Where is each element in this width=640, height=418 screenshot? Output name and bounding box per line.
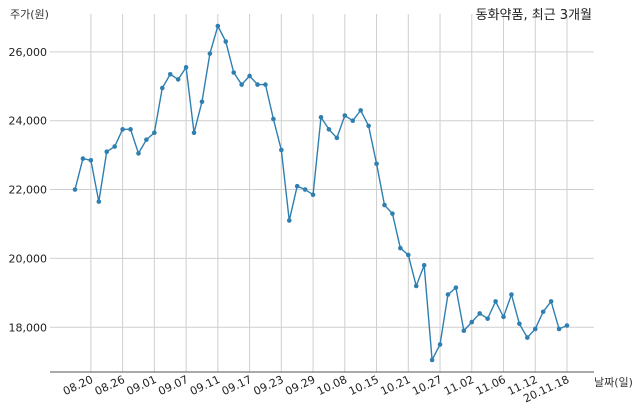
x-tick-labels: 08.2008.2609.0109.0709.1109.1709.2309.29… (61, 373, 571, 405)
y-tick-label: 22,000 (9, 184, 48, 197)
data-point (207, 51, 213, 56)
data-point (159, 85, 165, 91)
data-point (548, 299, 554, 304)
data-point (231, 70, 237, 75)
data-point (485, 316, 490, 321)
x-tick-label: 10.21 (379, 373, 413, 398)
data-point (429, 357, 435, 363)
data-point (72, 187, 78, 192)
data-point (96, 199, 102, 204)
data-point (469, 319, 475, 325)
data-point (183, 65, 189, 70)
data-point (294, 183, 300, 189)
data-point (167, 71, 173, 77)
x-tick-label: 09.11 (188, 373, 222, 398)
data-point (334, 135, 340, 141)
data-point (532, 326, 538, 332)
data-point (350, 118, 356, 124)
data-point (477, 311, 483, 316)
x-tick-label: 09.29 (283, 373, 317, 398)
data-point (421, 262, 427, 268)
data-point (382, 202, 387, 208)
data-point (390, 211, 395, 216)
data-point (525, 335, 530, 340)
data-point (286, 218, 292, 223)
data-point (501, 314, 506, 320)
chart-title: 동화약품, 최근 3개월 (475, 8, 592, 23)
y-tick-label: 18,000 (9, 321, 48, 334)
data-point (453, 285, 459, 290)
data-point (247, 73, 252, 79)
data-point (493, 299, 498, 304)
y-tick-label: 20,000 (9, 252, 48, 265)
data-point (80, 156, 86, 161)
data-point (199, 99, 205, 105)
data-point (509, 292, 514, 297)
data-point (564, 323, 570, 328)
data-point (310, 192, 316, 198)
data-point (366, 123, 371, 129)
y-tick-label: 26,000 (9, 46, 48, 59)
data-point (136, 151, 141, 156)
data-point (556, 326, 562, 332)
x-tick-label: 08.20 (61, 373, 95, 398)
data-point (255, 82, 260, 87)
data-point (191, 130, 197, 136)
price-line (74, 24, 568, 363)
data-point (215, 23, 221, 29)
data-point (437, 342, 443, 347)
data-point (342, 113, 348, 118)
data-point (413, 283, 419, 289)
data-point (112, 144, 117, 149)
data-point (120, 127, 125, 132)
data-point (517, 321, 522, 327)
data-point (318, 114, 324, 120)
y-tick-label: 24,000 (9, 115, 48, 128)
x-tick-label: 08.26 (93, 373, 127, 398)
data-point (175, 77, 181, 82)
data-point (540, 309, 546, 315)
data-point (128, 127, 133, 132)
data-point (374, 161, 379, 167)
x-tick-label: 09.07 (156, 373, 190, 398)
data-point (263, 82, 268, 87)
data-point (144, 137, 149, 142)
data-point (461, 328, 467, 333)
x-tick-label: 10.27 (410, 373, 444, 398)
x-tick-label: 10.15 (347, 373, 381, 398)
data-point (239, 82, 244, 87)
vertical-gridlines (90, 14, 568, 372)
data-point (223, 39, 229, 44)
data-point (302, 187, 308, 192)
x-tick-label: 11.06 (474, 373, 508, 398)
x-axis-label: 날짜(일) (594, 376, 633, 389)
x-tick-label: 09.23 (252, 373, 286, 398)
data-point (445, 292, 451, 297)
x-tick-label: 10.08 (315, 373, 349, 398)
data-point (271, 116, 276, 122)
price-series (72, 23, 570, 363)
data-point (279, 147, 284, 153)
x-tick-label: 09.01 (125, 373, 159, 398)
data-point (405, 252, 411, 258)
horizontal-gridlines (50, 51, 594, 328)
y-tick-labels: 18,000 20,000 22,000 24,000 26,000 (9, 46, 48, 334)
data-point (398, 245, 403, 251)
data-point (152, 130, 157, 136)
data-point (326, 127, 332, 132)
data-point (358, 108, 363, 113)
data-point (104, 149, 110, 154)
x-tick-label: 11.02 (442, 373, 476, 398)
data-point (88, 157, 94, 163)
y-axis-label: 주가(원) (10, 8, 49, 21)
x-tick-label: 09.17 (220, 373, 254, 398)
